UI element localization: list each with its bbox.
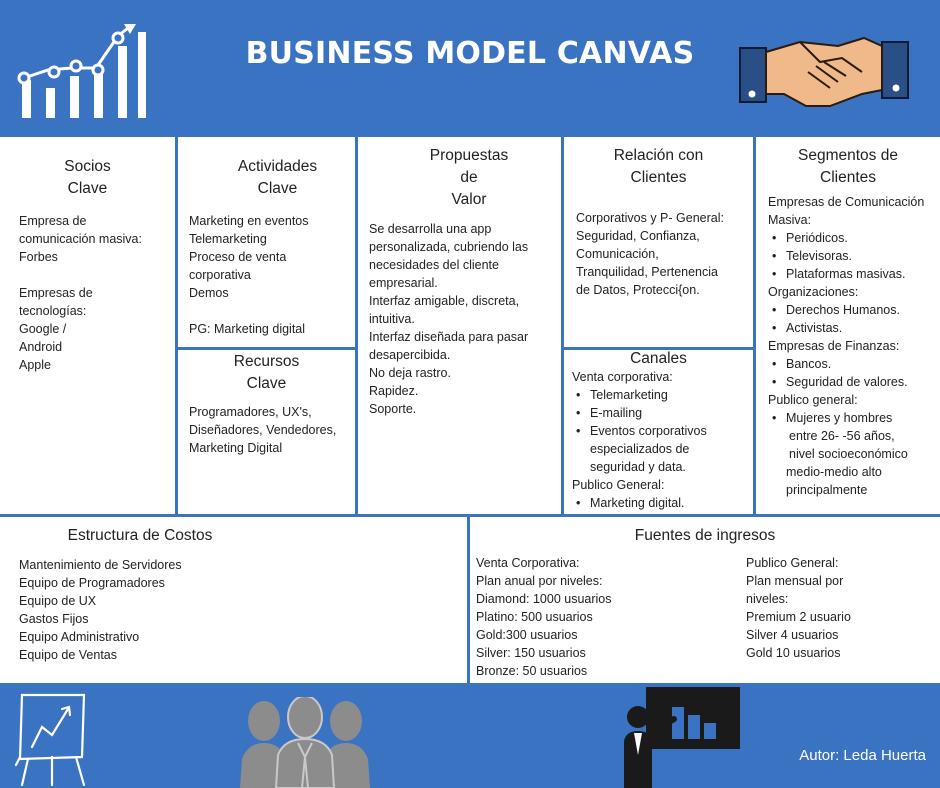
list-item: Bancos.: [768, 355, 938, 373]
list-item: Plataformas masivas.: [768, 265, 938, 283]
list-item: Derechos Humanos.: [768, 301, 938, 319]
team-icon: [240, 697, 370, 788]
grid-divider: [0, 514, 940, 517]
grid-divider: [467, 514, 470, 683]
page-title: BUSINESS MODEL CANVAS: [245, 36, 695, 71]
propuestas-valor-text: Se desarrolla una app personalizada, cub…: [369, 222, 529, 416]
socios-clave-title: Socios Clave: [64, 158, 111, 197]
grid-divider: [355, 137, 358, 515]
segmentos-clientes-title: Segmentos de Clientes: [798, 147, 898, 186]
segmentos-clientes-text: Empresas de Comunicación Masiva: Periódi…: [768, 193, 938, 499]
recursos-clave-text: Programadores, UX's, Diseñadores, Vended…: [189, 405, 337, 455]
author-credit: Autor: Leda Huerta: [799, 747, 926, 764]
footer-banner: Autor: Leda Huerta: [0, 683, 940, 788]
socios-clave-text: Empresa de comunicación masiva: Forbes E…: [19, 214, 142, 372]
propuestas-valor-title: Propuestas de Valor: [429, 147, 509, 208]
list-item: Activistas.: [768, 319, 938, 337]
grid-divider: [753, 137, 756, 515]
flipchart-icon: [14, 693, 86, 787]
handshake-icon: [739, 36, 909, 107]
fuentes-ingresos-publico: Publico General: Plan mensual por nivele…: [746, 556, 851, 660]
list-item: Marketing digital.: [572, 494, 753, 512]
relacion-clientes-title: Relación con Clientes: [613, 147, 704, 186]
grid-divider: [175, 347, 358, 350]
header-banner: BUSINESS MODEL CANVAS: [0, 0, 940, 137]
bar-chart-growth-icon: [17, 24, 146, 118]
list-item: Eventos corporativos especializados de s…: [572, 422, 753, 476]
grid-divider: [561, 137, 564, 515]
fuentes-ingresos-corporativa: Venta Corporativa: Plan anual por nivele…: [476, 556, 612, 678]
list-item: Telemarketing: [572, 386, 753, 404]
canales-title: Canales: [630, 350, 687, 367]
list-item: Mujeres y hombres entre 26- -56 años, ni…: [768, 409, 938, 499]
presenter-icon: [624, 687, 740, 788]
estructura-costos-title: Estructura de Costos: [67, 527, 213, 544]
grid-divider: [175, 137, 178, 515]
list-item: Televisoras.: [768, 247, 938, 265]
estructura-costos-text: Mantenimiento de Servidores Equipo de Pr…: [19, 558, 182, 662]
list-item: Seguridad de valores.: [768, 373, 938, 391]
fuentes-ingresos-title: Fuentes de ingresos: [634, 527, 776, 544]
actividades-clave-text: Marketing en eventos Telemarketing Proce…: [189, 214, 309, 336]
list-item: Periódicos.: [768, 229, 938, 247]
actividades-clave-title: Actividades Clave: [237, 158, 318, 197]
recursos-clave-title: Recursos Clave: [233, 353, 300, 392]
relacion-clientes-text: Corporativos y P- General: Seguridad, Co…: [576, 211, 724, 297]
grid-divider: [561, 347, 756, 350]
list-item: E-mailing: [572, 404, 753, 422]
canales-text: Venta corporativa: Telemarketing E-maili…: [572, 368, 753, 512]
